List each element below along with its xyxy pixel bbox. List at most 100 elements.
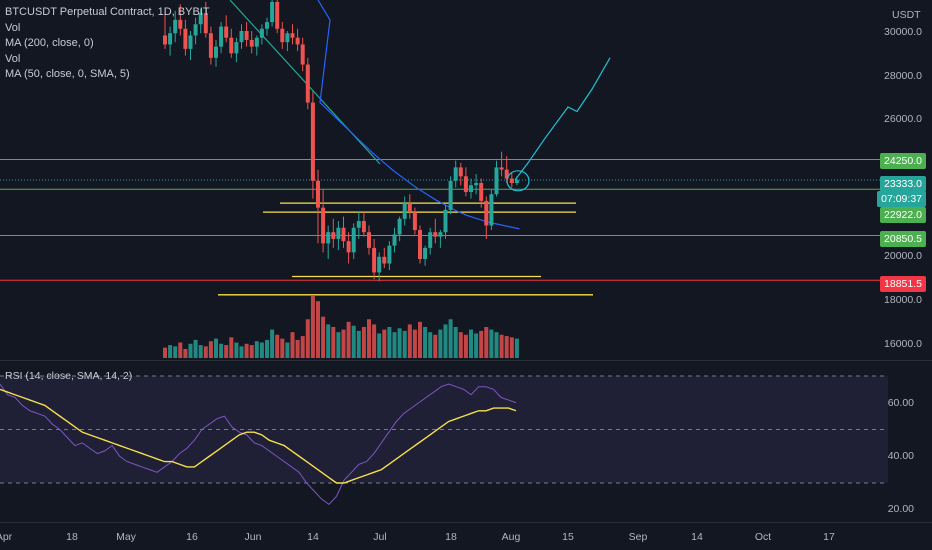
pane-separator[interactable]: [0, 360, 932, 361]
price-axis-unit[interactable]: USDT: [892, 9, 921, 21]
price-label-current: 23333.0: [880, 176, 926, 192]
volume-bar: [474, 333, 479, 358]
volume-bar: [509, 337, 514, 358]
volume-bar: [188, 343, 193, 358]
volume-bar: [224, 345, 229, 358]
candle-body: [188, 35, 193, 49]
legend-vol[interactable]: Vol: [5, 21, 21, 34]
candle-body: [387, 245, 392, 264]
volume-bar: [372, 324, 377, 358]
rsi-ma-line: [0, 388, 517, 484]
candle-body: [193, 24, 198, 36]
candle-body: [392, 234, 397, 246]
chart-legend: BTCUSDT Perpetual Contract, 1D, BYBIT Vo…: [5, 5, 210, 83]
volume-bar: [504, 336, 509, 358]
volume-bar: [448, 319, 453, 358]
volume-bar: [377, 333, 382, 358]
date-tick: 18: [445, 531, 457, 543]
candle-body: [382, 256, 387, 264]
volume-bar: [321, 316, 326, 358]
volume-bar: [494, 332, 499, 358]
candle-body: [219, 26, 224, 47]
candle-body: [443, 209, 448, 233]
candle-body: [346, 241, 351, 253]
date-tick: 14: [307, 531, 319, 543]
date-tick: Jul: [373, 531, 387, 543]
rsi-tick: 60.00: [887, 397, 914, 409]
price-tick: 30000.0: [884, 26, 922, 38]
price-label-24250: 24250.0: [880, 153, 926, 169]
price-tick: 16000.0: [884, 338, 922, 350]
volume-bar: [428, 332, 433, 358]
volume-bar: [469, 329, 473, 358]
volume-bar: [463, 334, 468, 358]
candle-body: [423, 247, 428, 260]
volume-bar: [305, 319, 310, 358]
candle-body: [367, 232, 371, 248]
candle-body: [397, 218, 402, 235]
candle-body: [300, 44, 305, 65]
candle-body: [214, 46, 218, 58]
volume-bar: [443, 324, 448, 358]
date-tick: Oct: [754, 531, 772, 543]
volume-bar: [173, 346, 178, 358]
candle-body: [453, 167, 458, 181]
candle-body: [183, 28, 188, 49]
projection-path: [514, 57, 611, 181]
volume-bar: [178, 342, 183, 358]
countdown-label: 07:09:37: [877, 191, 926, 207]
candle-body: [448, 180, 453, 210]
candle-body: [290, 33, 295, 38]
candle-body: [514, 180, 519, 184]
candle-body: [270, 1, 275, 23]
volume-bar: [392, 332, 397, 358]
candle-body: [321, 207, 326, 244]
candle-body: [305, 64, 310, 103]
volume-bar: [412, 329, 417, 358]
rsi-legend[interactable]: RSI (14, close, SMA, 14, 2): [5, 370, 133, 382]
candle-body: [326, 232, 331, 244]
legend-ma50[interactable]: MA (50, close, 0, SMA, 5): [5, 68, 130, 80]
volume-bar: [275, 334, 280, 358]
legend-vol-2[interactable]: Vol: [5, 52, 21, 65]
time-axis-separator: [0, 522, 932, 523]
volume-bar: [259, 342, 264, 358]
volume-bar: [433, 334, 438, 358]
candle-body: [351, 227, 356, 253]
candle-body: [474, 183, 479, 186]
price-label-18851: 18851.5: [880, 276, 926, 292]
candle-body: [356, 221, 361, 228]
date-tick: 15: [562, 531, 574, 543]
volume-bar: [458, 332, 463, 358]
candle-body: [377, 256, 382, 273]
candle-body: [489, 194, 494, 226]
candle-body: [208, 33, 213, 58]
volume-bar: [214, 338, 218, 358]
date-tick: Aug: [501, 531, 521, 543]
volume-bar: [183, 348, 188, 358]
candle-body: [458, 167, 463, 177]
symbol-title[interactable]: BTCUSDT Perpetual Contract, 1D, BYBIT: [5, 6, 210, 18]
volume-bar: [326, 324, 331, 358]
volume-bar: [244, 343, 249, 358]
volume-bar: [423, 327, 428, 358]
candle-body: [280, 28, 285, 43]
candle-body: [198, 13, 203, 25]
price-tick: 28000.0: [884, 70, 922, 82]
price-label-20850: 20850.5: [880, 231, 926, 247]
candle-body: [295, 37, 300, 45]
date-tick: Apr: [0, 531, 13, 543]
candle-body: [372, 247, 377, 273]
volume-bar: [341, 329, 346, 358]
volume-bar: [438, 329, 443, 358]
legend-ma200[interactable]: MA (200, close, 0): [5, 37, 94, 49]
date-tick: 17: [823, 531, 835, 543]
candle-body: [259, 28, 264, 38]
volume-bar: [203, 346, 208, 358]
volume-bar: [295, 339, 300, 358]
candle-body: [428, 232, 433, 248]
candle-body: [173, 19, 178, 34]
price-tick: 20000.0: [884, 250, 922, 262]
date-tick: 18: [66, 531, 78, 543]
